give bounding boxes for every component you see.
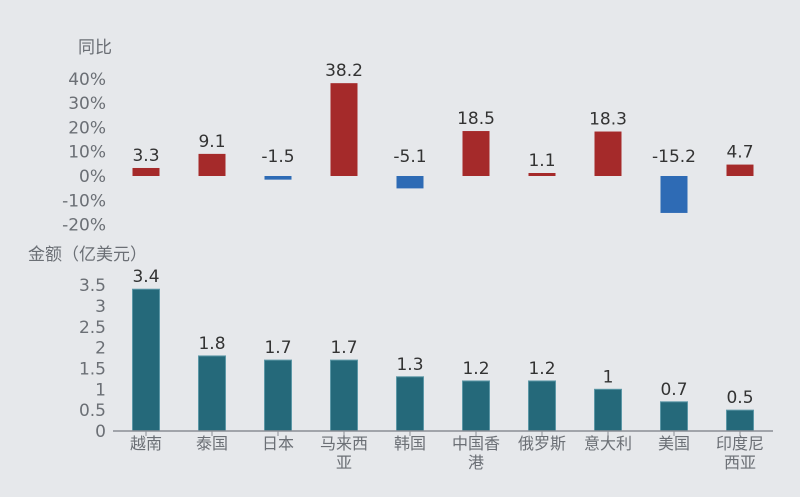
growth-bar — [528, 173, 556, 176]
amount-bar — [396, 376, 424, 432]
growth-bar — [660, 176, 688, 213]
growth-bar — [594, 131, 622, 176]
data-label: -1.5 — [261, 147, 294, 167]
growth-bar — [132, 167, 160, 176]
x-category-label: 港 — [468, 453, 484, 472]
x-category-label: 马来西 — [320, 434, 368, 453]
amount-bar — [726, 409, 754, 432]
x-category-label: 泰国 — [196, 434, 228, 453]
x-category-label: 越南 — [130, 434, 162, 453]
x-category-label: 日本 — [262, 434, 294, 453]
y-tick-label: 40% — [68, 70, 106, 90]
data-label: 18.5 — [457, 109, 495, 129]
data-label: 1 — [603, 367, 614, 387]
x-category-label: 印度尼 — [716, 434, 764, 453]
amount-bar — [264, 359, 292, 432]
amount-bar — [330, 359, 358, 432]
y-tick-label: 1.5 — [79, 359, 106, 379]
growth-bar — [198, 153, 226, 176]
top-y-axis-title: 同比 — [78, 38, 112, 58]
data-label: 3.3 — [132, 146, 159, 166]
growth-bar — [330, 83, 358, 176]
data-label: 0.7 — [660, 380, 687, 400]
x-category-label: 西亚 — [724, 453, 756, 472]
data-label: -5.1 — [393, 147, 426, 167]
amount-bar — [132, 288, 160, 432]
amount-bar — [462, 380, 490, 432]
y-tick-label: 20% — [68, 118, 106, 138]
growth-bar — [462, 131, 490, 176]
data-label: 1.2 — [462, 359, 489, 379]
growth-bar — [264, 176, 292, 180]
bottom-y-axis-title: 金额（亿美元） — [28, 245, 147, 265]
data-label: 4.7 — [726, 143, 753, 163]
data-label: 1.7 — [330, 338, 357, 358]
growth-bar — [396, 176, 424, 189]
y-tick-label: 0 — [95, 422, 106, 442]
data-label: 38.2 — [325, 61, 363, 81]
data-label: 1.3 — [396, 355, 423, 375]
y-tick-label: 2 — [95, 339, 106, 359]
data-label: 1.7 — [264, 338, 291, 358]
data-label: 1.8 — [198, 334, 225, 354]
y-tick-label: 2.5 — [79, 318, 106, 338]
x-category-label: 俄罗斯 — [518, 434, 566, 453]
growth-bar — [726, 164, 754, 176]
x-category-label: 美国 — [658, 434, 690, 453]
amount-bar — [198, 355, 226, 432]
data-label: 1.1 — [528, 151, 555, 171]
y-tick-label: -20% — [62, 216, 106, 236]
x-category-label: 韩国 — [394, 434, 426, 453]
y-tick-label: 3.5 — [79, 276, 106, 296]
x-category-label: 意大利 — [584, 434, 632, 453]
x-category-label: 亚 — [336, 453, 352, 472]
amount-bar — [528, 380, 556, 432]
data-label: 9.1 — [198, 132, 225, 152]
y-tick-label: 3 — [95, 297, 106, 317]
data-label: 18.3 — [589, 110, 627, 130]
y-tick-label: 10% — [68, 143, 106, 163]
y-tick-label: 0% — [79, 167, 106, 187]
amount-bar — [594, 388, 622, 432]
x-category-label: 中国香 — [452, 434, 500, 453]
data-label: -15.2 — [652, 147, 696, 167]
y-tick-label: 30% — [68, 94, 106, 114]
data-label: 0.5 — [726, 388, 753, 408]
y-tick-label: 1 — [95, 380, 106, 400]
data-label: 1.2 — [528, 359, 555, 379]
y-tick-label: 0.5 — [79, 401, 106, 421]
data-label: 3.4 — [132, 267, 159, 287]
y-tick-label: -10% — [62, 191, 106, 211]
amount-bar — [660, 401, 688, 432]
